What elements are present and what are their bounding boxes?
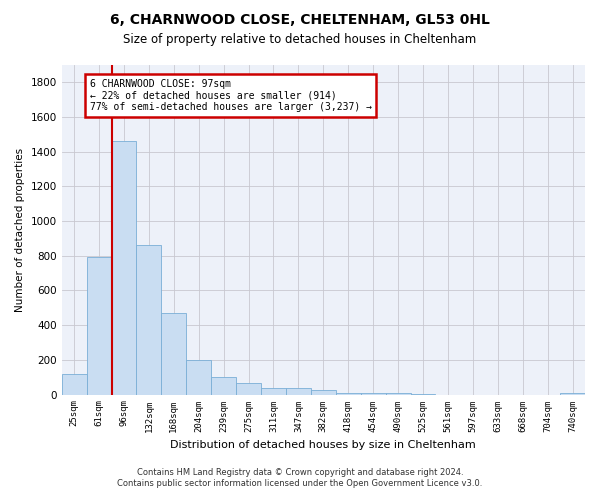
Bar bbox=[336, 393, 361, 394]
Text: 6, CHARNWOOD CLOSE, CHELTENHAM, GL53 0HL: 6, CHARNWOOD CLOSE, CHELTENHAM, GL53 0HL bbox=[110, 12, 490, 26]
Bar bbox=[560, 393, 585, 394]
Bar bbox=[311, 390, 336, 394]
Bar bbox=[261, 388, 286, 394]
Y-axis label: Number of detached properties: Number of detached properties bbox=[15, 148, 25, 312]
Text: 6 CHARNWOOD CLOSE: 97sqm
← 22% of detached houses are smaller (914)
77% of semi-: 6 CHARNWOOD CLOSE: 97sqm ← 22% of detach… bbox=[89, 79, 371, 112]
Bar bbox=[236, 384, 261, 394]
Text: Contains HM Land Registry data © Crown copyright and database right 2024.
Contai: Contains HM Land Registry data © Crown c… bbox=[118, 468, 482, 487]
Bar bbox=[286, 388, 311, 394]
Bar bbox=[112, 142, 136, 394]
Text: Size of property relative to detached houses in Cheltenham: Size of property relative to detached ho… bbox=[124, 32, 476, 46]
Bar bbox=[62, 374, 86, 394]
Bar bbox=[136, 246, 161, 394]
Bar bbox=[211, 377, 236, 394]
Bar bbox=[386, 393, 410, 394]
X-axis label: Distribution of detached houses by size in Cheltenham: Distribution of detached houses by size … bbox=[170, 440, 476, 450]
Bar bbox=[361, 393, 386, 394]
Bar bbox=[86, 256, 112, 394]
Bar bbox=[186, 360, 211, 394]
Bar bbox=[161, 313, 186, 394]
